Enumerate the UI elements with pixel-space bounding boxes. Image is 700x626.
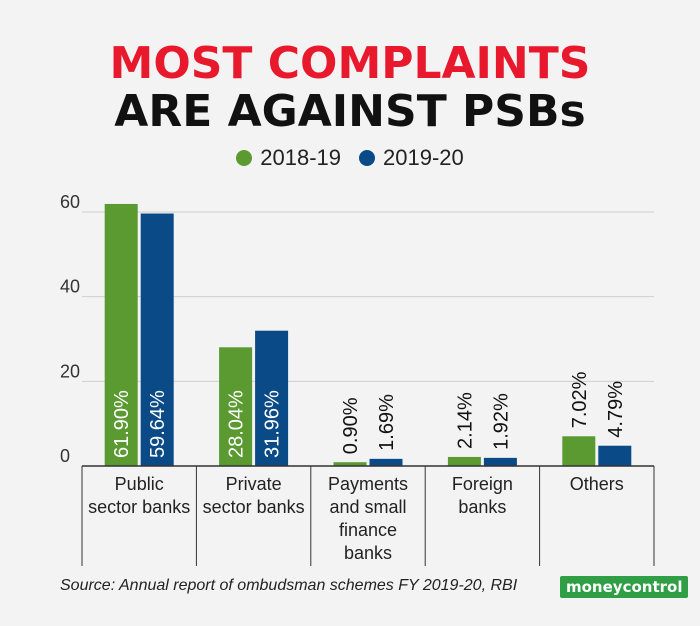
category-label-3-0: Foreign — [452, 474, 513, 494]
legend-dot-2019-20 — [359, 150, 375, 166]
logo-text-control: control — [622, 578, 683, 596]
category-label-0-0: Public — [115, 474, 164, 494]
bar-2019-20-3 — [483, 457, 517, 466]
data-label-2018-19-0: 61.90% — [111, 390, 133, 458]
legend-label-2019-20: 2019-20 — [383, 145, 464, 170]
data-label-2019-20-3: 1.92% — [490, 393, 512, 450]
bar-2018-19-1 — [219, 347, 253, 466]
data-label-2018-19-3: 2.14% — [454, 392, 476, 449]
bar-2018-19-3 — [447, 456, 481, 466]
category-label-0-1: sector banks — [88, 497, 190, 517]
data-label-2019-20-1: 31.96% — [262, 390, 284, 458]
moneycontrol-logo: moneycontrol — [560, 576, 689, 598]
data-label-2019-20-4: 4.79% — [605, 381, 627, 438]
bar-2018-19-2 — [333, 462, 367, 466]
category-label-1-0: Private — [226, 474, 282, 494]
category-label-2-3: banks — [344, 543, 392, 563]
bar-2018-19-4 — [562, 436, 596, 466]
category-label-2-1: and small — [329, 497, 406, 517]
title-line-1: MOST COMPLAINTS — [109, 38, 591, 89]
bar-2019-20-4 — [598, 445, 632, 466]
y-tick-label-20: 20 — [60, 361, 80, 381]
y-tick-label-60: 60 — [60, 192, 80, 212]
bar-2019-20-0 — [140, 213, 174, 466]
bar-2019-20-2 — [369, 458, 403, 466]
bar-2019-20-1 — [255, 330, 289, 466]
bar-2018-19-0 — [104, 203, 138, 466]
legend: 2018-19 2019-20 — [0, 145, 700, 171]
category-label-2-2: finance — [339, 520, 397, 540]
category-label-1-1: sector banks — [203, 497, 305, 517]
legend-item-2018-19: 2018-19 — [236, 145, 341, 171]
category-label-3-1: banks — [458, 497, 506, 517]
y-tick-label-40: 40 — [60, 277, 80, 297]
data-label-2018-19-2: 0.90% — [340, 397, 362, 454]
legend-label-2018-19: 2018-19 — [260, 145, 341, 170]
data-label-2018-19-1: 28.04% — [226, 390, 248, 458]
data-label-2018-19-4: 7.02% — [569, 371, 591, 428]
data-label-2019-20-2: 1.69% — [376, 394, 398, 451]
legend-item-2019-20: 2019-20 — [359, 145, 464, 171]
category-label-4-0: Others — [570, 474, 624, 494]
logo-text-money: money — [566, 578, 623, 596]
category-label-2-0: Payments — [328, 474, 408, 494]
data-label-2019-20-0: 59.64% — [147, 390, 169, 458]
title-line-2: ARE AGAINST PSBs — [114, 86, 586, 137]
y-tick-label-0: 0 — [60, 446, 70, 466]
source-note: Source: Annual report of ombudsman schem… — [60, 577, 518, 594]
legend-dot-2018-19 — [236, 150, 253, 166]
